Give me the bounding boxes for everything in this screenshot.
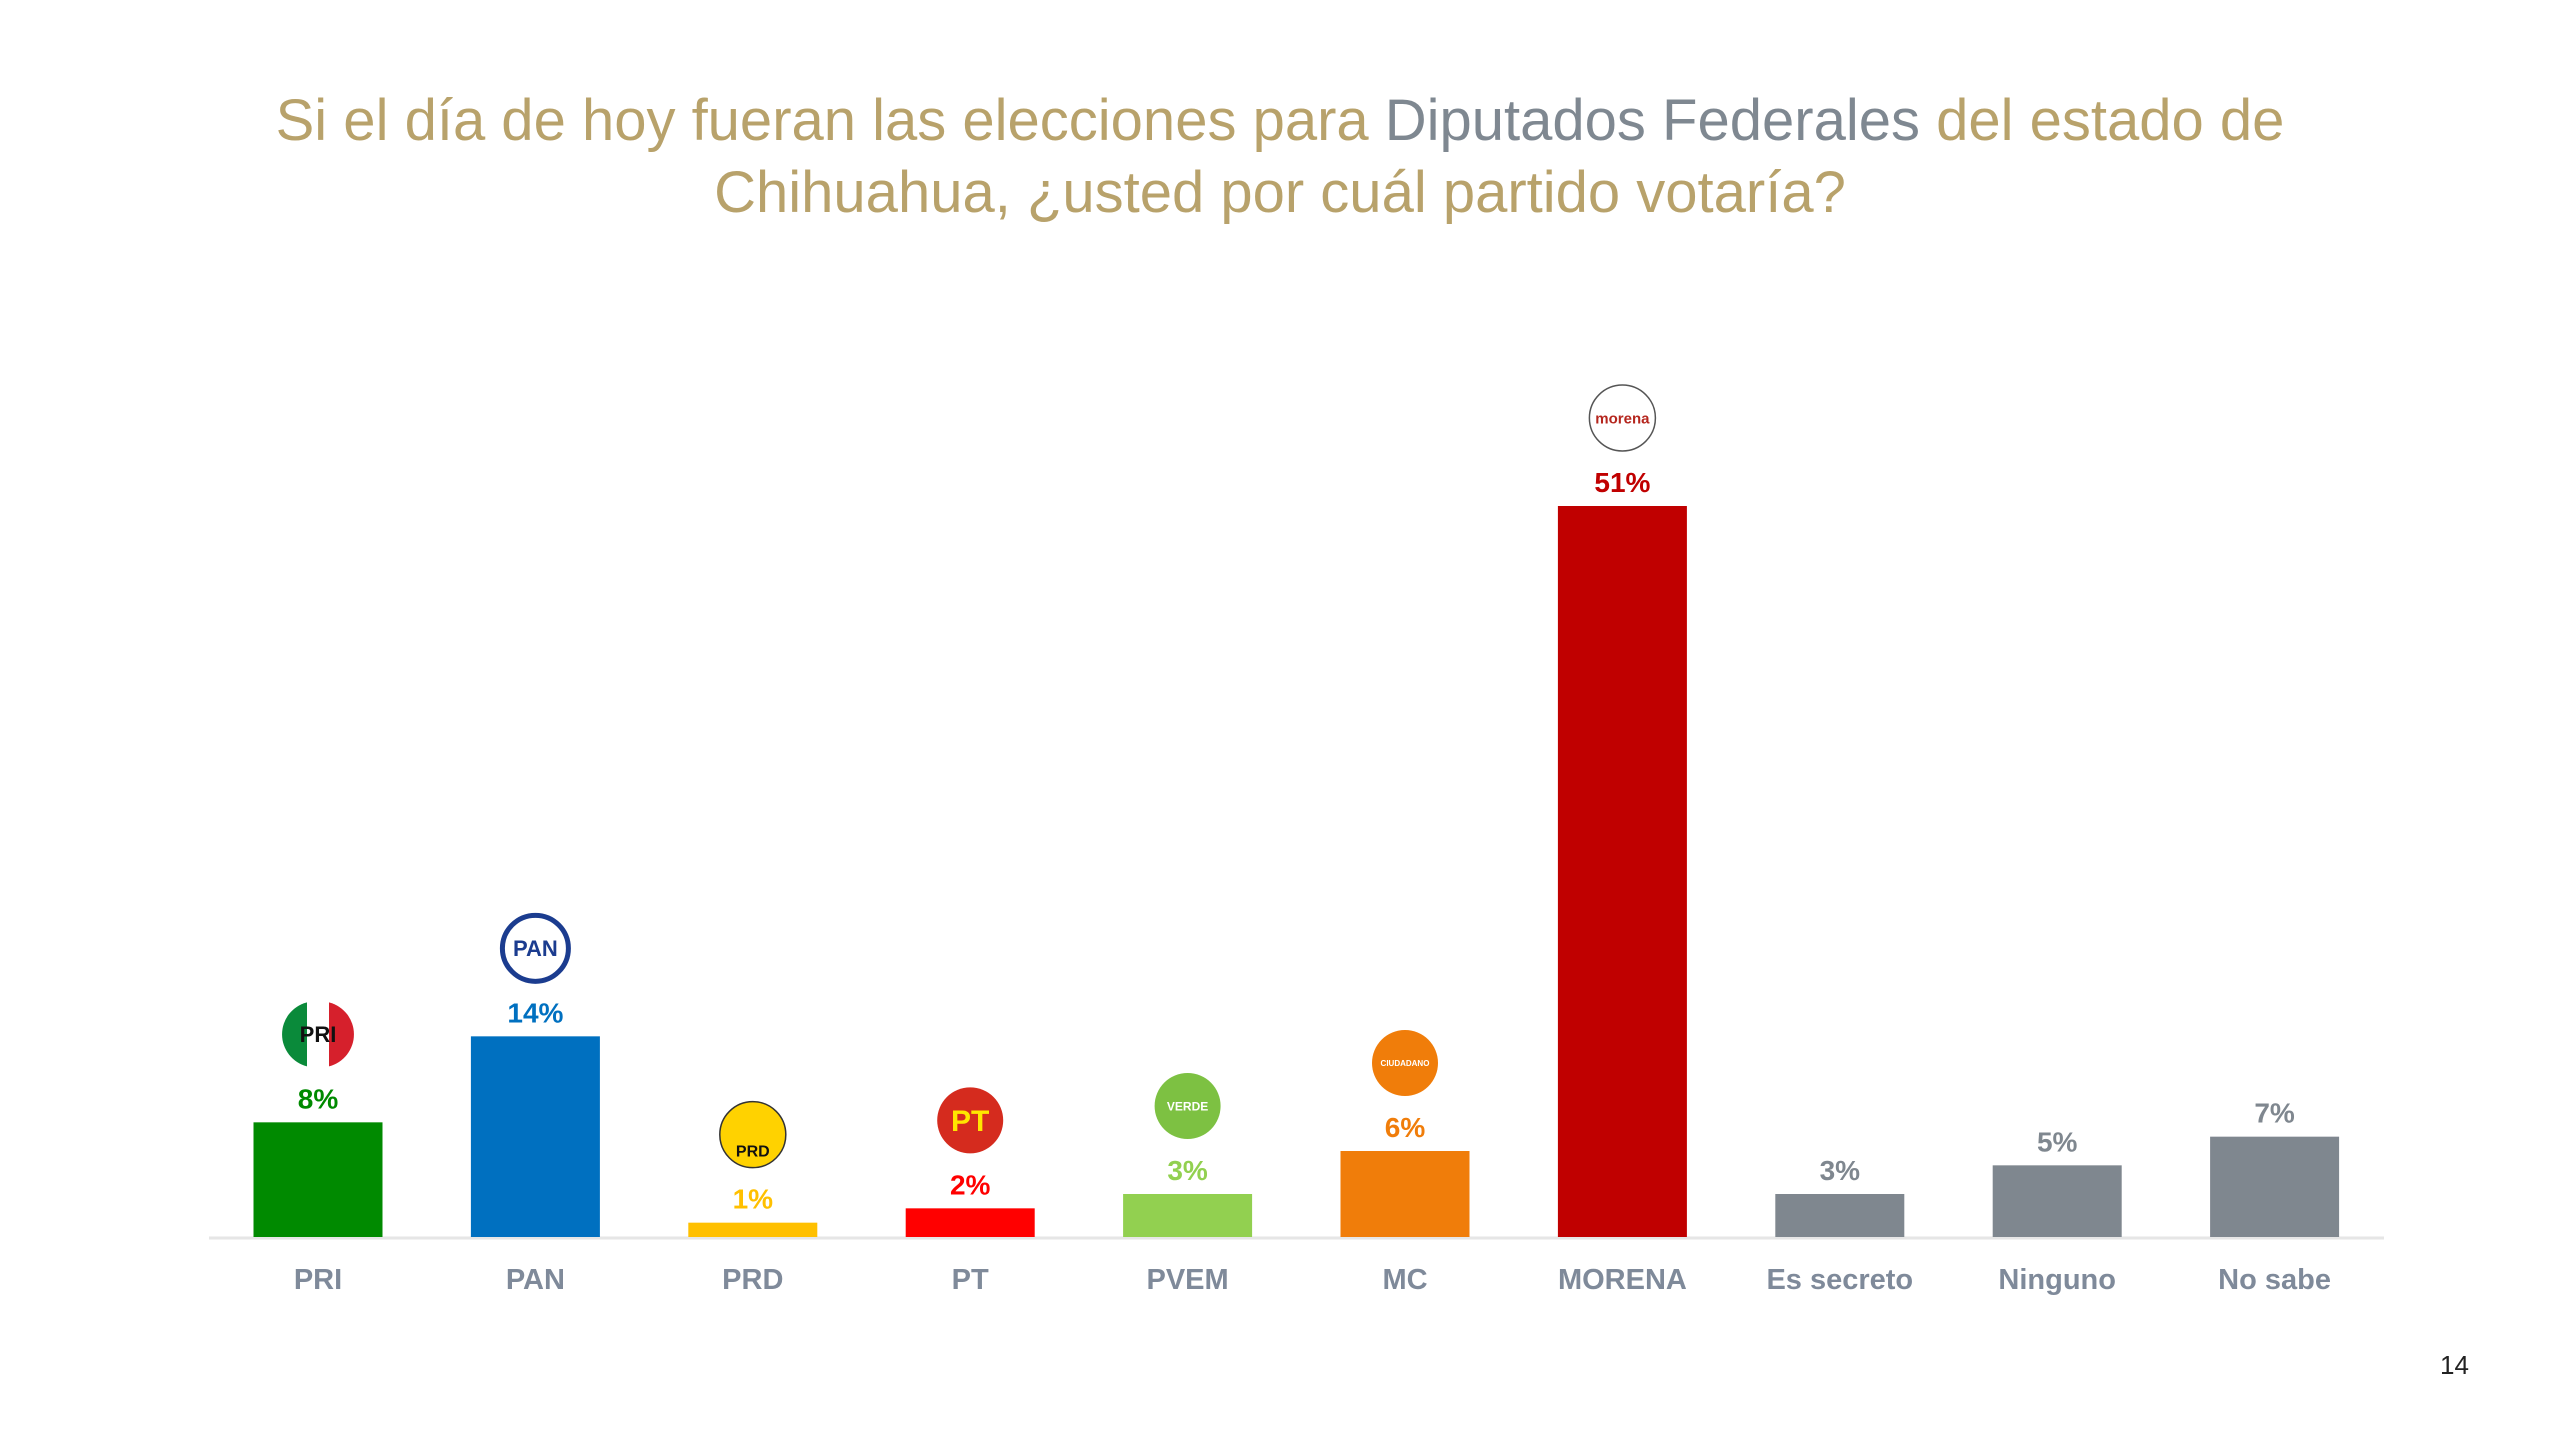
category-label: Es secreto — [1766, 1264, 1913, 1296]
chart-title: Si el día de hoy fueran las elecciones p… — [180, 85, 2380, 229]
logo-text: VERDE — [1167, 1099, 1208, 1113]
category-label: MORENA — [1558, 1264, 1687, 1296]
value-label: 6% — [1385, 1112, 1426, 1143]
logo-text: PT — [951, 1105, 989, 1138]
category-label: PRD — [722, 1264, 783, 1296]
category-label: PVEM — [1147, 1264, 1229, 1296]
value-label: 3% — [1820, 1155, 1861, 1186]
bar-pt — [905, 1208, 1035, 1237]
value-label: 1% — [733, 1184, 774, 1215]
bar-morena — [1557, 506, 1687, 1237]
category-label: PT — [952, 1264, 989, 1296]
mc-logo-icon: CIUDADANO — [1372, 1030, 1438, 1096]
logo-text: CIUDADANO — [1381, 1059, 1430, 1068]
bar-pri — [253, 1122, 383, 1237]
category-label: MC — [1382, 1264, 1427, 1296]
value-label: 5% — [2037, 1126, 2078, 1157]
category-label: PRI — [294, 1264, 342, 1296]
title-text-end: del estado de Chihuahua, ¿usted por cuál… — [714, 88, 2285, 225]
category-label: PAN — [506, 1264, 565, 1296]
logo-text: PRI — [300, 1022, 337, 1047]
bar-es-secreto — [1775, 1194, 1905, 1237]
prd-logo-icon: PRD — [719, 1100, 787, 1169]
pvem-logo-icon: VERDE — [1154, 1073, 1221, 1139]
pan-logo-icon: PAN — [499, 912, 571, 984]
logo-text: PRD — [736, 1144, 770, 1161]
bar-prd — [688, 1222, 818, 1237]
value-label: 2% — [950, 1169, 991, 1200]
logo-text: morena — [1595, 410, 1650, 427]
logo-text: PAN — [513, 936, 558, 961]
page-number: 14 — [2440, 1350, 2469, 1380]
value-label: 51% — [1594, 467, 1650, 498]
bar-pan — [470, 1036, 600, 1237]
title-text: Si el día de hoy fueran las elecciones p… — [275, 88, 1385, 153]
bar-pvem — [1123, 1194, 1253, 1237]
category-label: Ninguno — [1998, 1264, 2116, 1296]
value-label: 3% — [1167, 1155, 1208, 1186]
pt-logo-icon: PT — [937, 1087, 1004, 1154]
value-label: 14% — [507, 997, 563, 1028]
value-label: 8% — [298, 1083, 339, 1114]
category-label: No sabe — [2218, 1264, 2331, 1296]
pri-logo-icon: PRI — [282, 1001, 354, 1068]
value-label: 7% — [2254, 1098, 2295, 1129]
morena-logo-icon: morena — [1588, 384, 1657, 452]
bar-ninguno — [1992, 1165, 2122, 1237]
bar-mc — [1340, 1151, 1470, 1237]
bar-no-sabe — [2210, 1136, 2340, 1237]
title-highlight: Diputados Federales — [1384, 88, 1920, 153]
